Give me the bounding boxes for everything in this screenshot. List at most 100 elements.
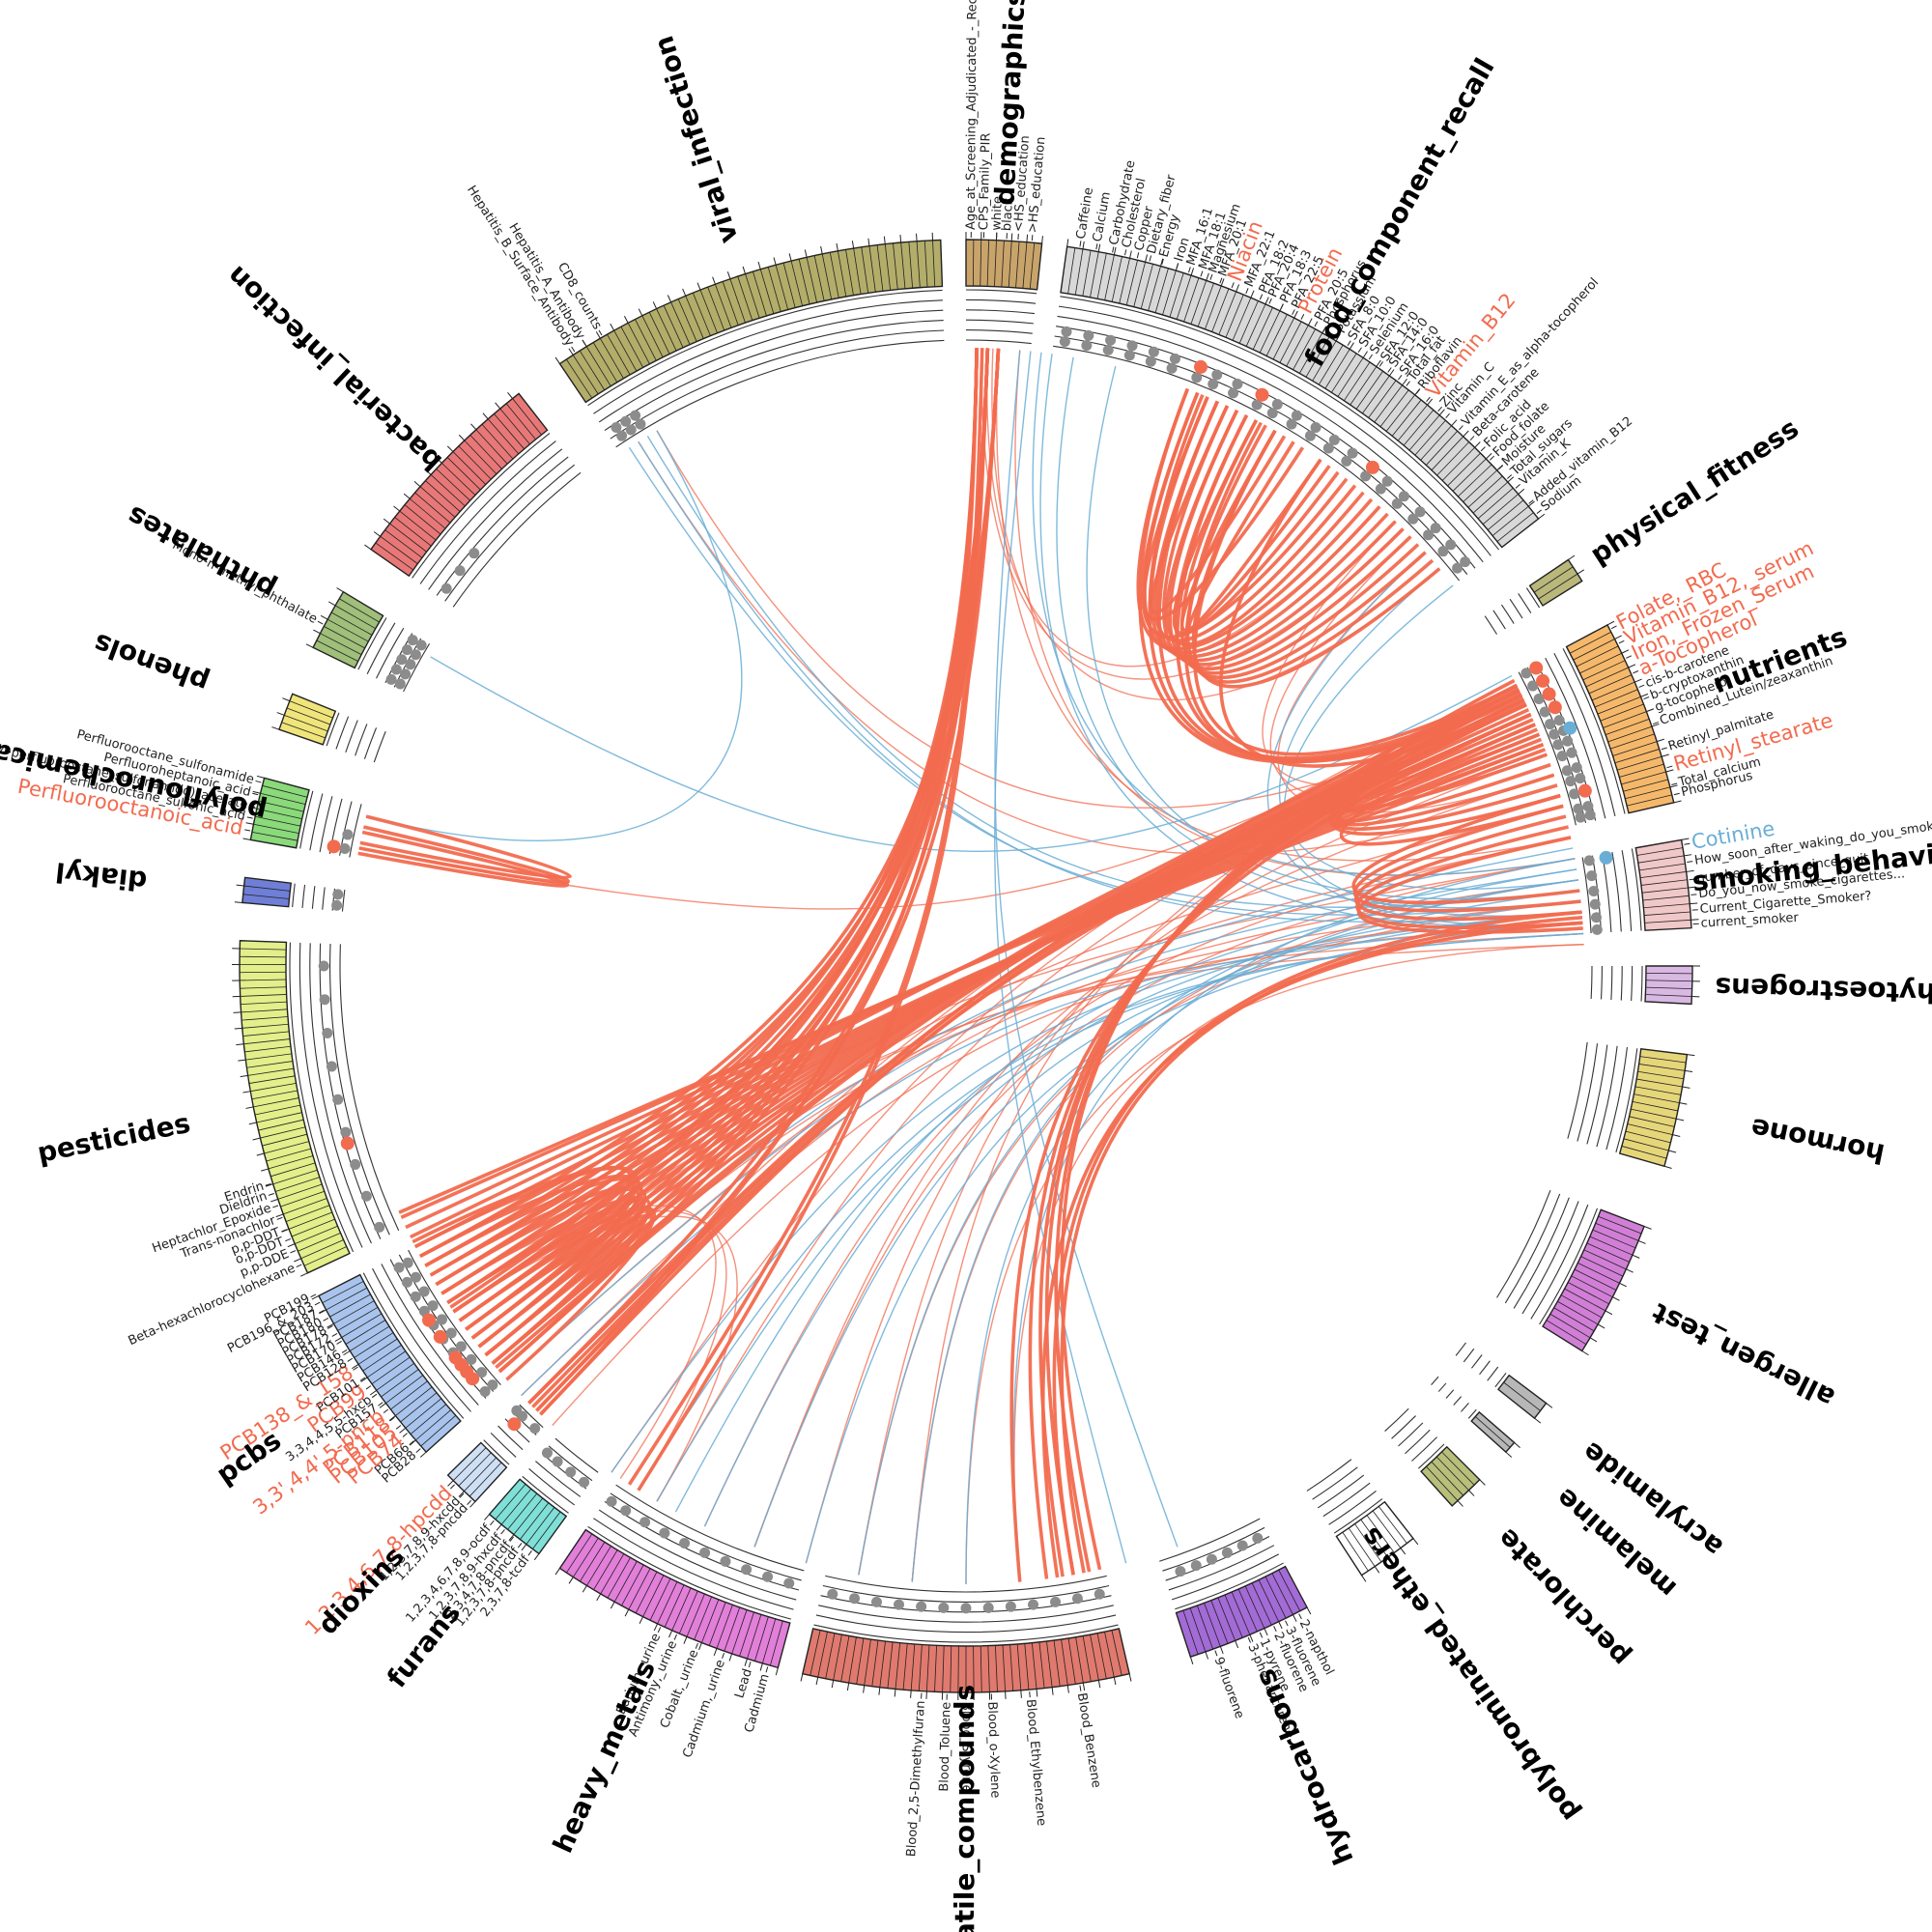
block-tick — [846, 1683, 850, 1691]
block-hatch — [649, 1577, 671, 1621]
significant-dot — [421, 1313, 436, 1327]
block-tick — [1220, 278, 1225, 287]
block-hatch — [1589, 1236, 1634, 1256]
data-dot — [1105, 334, 1117, 346]
block-hatch — [837, 250, 847, 298]
track-line — [1057, 315, 1484, 563]
variable-label-tick — [1149, 255, 1152, 262]
block-hatch — [994, 240, 997, 287]
block-tick — [1249, 1634, 1254, 1642]
block-hatch — [289, 700, 333, 719]
block-hatch — [1251, 1582, 1272, 1626]
block-hatch — [1218, 291, 1236, 335]
block-tick — [1661, 753, 1669, 757]
variable-label-tick — [365, 1385, 372, 1390]
variable-label-tick — [1357, 347, 1362, 354]
block-tick — [470, 423, 477, 431]
track-line — [1539, 1208, 1599, 1325]
block-tick — [482, 412, 489, 420]
category-block-demographics — [965, 239, 1043, 291]
block-hatch — [1024, 1643, 1030, 1690]
block-hatch — [1431, 436, 1464, 471]
block-hatch — [295, 1225, 338, 1245]
block-hatch — [526, 1507, 555, 1545]
block-hatch — [500, 1489, 532, 1525]
block-hatch — [747, 1614, 762, 1660]
data-dot — [762, 1571, 774, 1582]
block-hatch — [620, 327, 644, 368]
block-tick — [1589, 1337, 1598, 1343]
track-line — [593, 299, 943, 414]
block-hatch — [250, 1083, 297, 1093]
block-hatch — [724, 1606, 741, 1652]
track-line — [298, 942, 363, 1248]
block-hatch — [579, 350, 606, 390]
track-line — [1398, 1422, 1424, 1447]
block-hatch — [1585, 667, 1629, 688]
block-hatch — [790, 260, 804, 306]
block-hatch — [452, 451, 487, 485]
block-tick — [1605, 1310, 1613, 1316]
variable-label-tick — [748, 1662, 752, 1668]
block-tick — [1534, 1417, 1542, 1424]
block-hatch — [656, 308, 677, 352]
block-hatch — [853, 247, 862, 295]
block-hatch — [258, 1119, 304, 1131]
link-positive-strong — [1172, 419, 1340, 636]
track-line — [1384, 1407, 1409, 1432]
block-hatch — [291, 1218, 335, 1237]
link-positive-strong — [429, 1185, 647, 1365]
data-dot — [350, 1158, 361, 1170]
block-tick — [1612, 1296, 1620, 1301]
variable-label-tick — [467, 1499, 472, 1505]
block-hatch — [825, 1633, 836, 1679]
link-positive-weak — [965, 943, 1584, 1585]
block-tick — [369, 1389, 377, 1396]
block-tick — [653, 1623, 659, 1632]
block-hatch — [1546, 1320, 1587, 1346]
link-positive-strong — [1179, 429, 1331, 633]
block-tick — [1597, 1323, 1605, 1329]
track-line — [1405, 1429, 1431, 1455]
block-hatch — [240, 955, 287, 958]
block-tick — [1619, 1282, 1627, 1288]
variable-label: 9-fluorene — [1211, 1655, 1247, 1720]
significant-dot — [448, 1350, 463, 1365]
block-hatch — [1204, 285, 1222, 330]
link-negative — [1012, 858, 1576, 1582]
block-hatch — [1374, 384, 1403, 423]
block-hatch — [613, 329, 638, 372]
variable-label-tick — [582, 339, 586, 346]
block-tick — [496, 1523, 502, 1531]
track-line — [815, 1614, 1117, 1634]
data-dot — [322, 1027, 333, 1038]
block-tick — [1113, 246, 1117, 255]
track-line — [1602, 853, 1612, 933]
data-dot — [606, 1495, 617, 1507]
link-positive-strong — [1040, 921, 1583, 1578]
block-hatch — [1617, 755, 1662, 771]
variable-label-tick — [1666, 765, 1673, 769]
data-dot — [1414, 506, 1426, 518]
variable-label-tick — [765, 1666, 769, 1673]
block-tick — [236, 884, 244, 887]
block-hatch — [495, 1484, 526, 1520]
block-tick — [1278, 1621, 1283, 1630]
block-tick — [313, 629, 321, 635]
block-hatch — [280, 1190, 325, 1208]
track-line — [528, 1468, 575, 1506]
tracks-layer — [289, 289, 1643, 1643]
block-hatch — [1368, 380, 1397, 418]
variable-label-tick — [331, 1332, 338, 1337]
block-tick — [1614, 635, 1622, 639]
variable-label-tick — [1387, 367, 1392, 373]
block-hatch — [980, 1645, 982, 1692]
block-hatch — [685, 296, 704, 339]
track-line — [1058, 305, 1492, 556]
block-hatch — [950, 1645, 952, 1692]
block-hatch — [1190, 280, 1208, 325]
block-hatch — [1632, 1100, 1678, 1112]
block-hatch — [399, 510, 437, 541]
track-line — [339, 944, 400, 1232]
block-tick — [484, 1514, 491, 1520]
